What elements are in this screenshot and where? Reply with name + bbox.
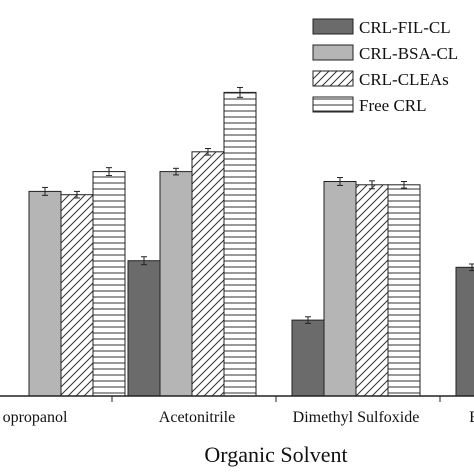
legend-label: Free CRL xyxy=(359,96,427,115)
legend-label: CRL-FIL-CL xyxy=(359,18,451,37)
error-bar xyxy=(305,316,311,324)
bar-crl-bsa-cl-0 xyxy=(28,190,62,397)
plot-area: opropanol Acetonitrile Dimethyl Sulfoxide E xyxy=(0,86,474,426)
error-bar xyxy=(237,86,243,98)
x-tick-label: opropanol xyxy=(3,409,68,426)
legend-label: CRL-CLEAs xyxy=(359,70,449,89)
legend-swatch xyxy=(312,44,354,61)
bar-crl-cleas-2 xyxy=(355,184,389,397)
error-bar xyxy=(369,180,375,190)
bar-crl-cleas-1 xyxy=(191,151,225,397)
error-bar xyxy=(401,181,407,189)
bar-crl-bsa-cl-1 xyxy=(159,171,193,397)
error-bar xyxy=(106,167,112,177)
x-tick-label: E xyxy=(469,409,474,426)
bar-crl-fil-cl-1 xyxy=(127,260,161,397)
legend-label: CRL-BSA-CL xyxy=(359,44,458,63)
error-bar xyxy=(141,256,147,266)
x-axis-title: Organic Solvent xyxy=(204,442,347,467)
bar-free-crl-1 xyxy=(223,91,257,397)
bar-crl-fil-cl-3 xyxy=(455,266,474,397)
error-bar xyxy=(42,186,48,196)
legend-swatch xyxy=(312,96,354,113)
error-bar xyxy=(337,177,343,186)
x-tick-label: Acetonitrile xyxy=(159,409,235,426)
error-bar xyxy=(469,263,474,272)
bar-free-crl-2 xyxy=(387,184,421,397)
legend-swatch xyxy=(312,18,354,35)
bar-free-crl-0 xyxy=(92,171,126,397)
error-bar xyxy=(173,167,179,176)
x-tick-label: Dimethyl Sulfoxide xyxy=(293,409,420,426)
legend-swatch xyxy=(312,70,354,87)
bar-crl-cleas-0 xyxy=(60,194,94,397)
error-bar xyxy=(205,148,211,156)
bar-crl-fil-cl-2 xyxy=(291,319,325,397)
legend: CRL-FIL-CL CRL-BSA-CL CRL-CLEAs Free CRL xyxy=(312,18,458,115)
bar-crl-bsa-cl-2 xyxy=(323,181,357,397)
error-bar xyxy=(74,190,80,199)
